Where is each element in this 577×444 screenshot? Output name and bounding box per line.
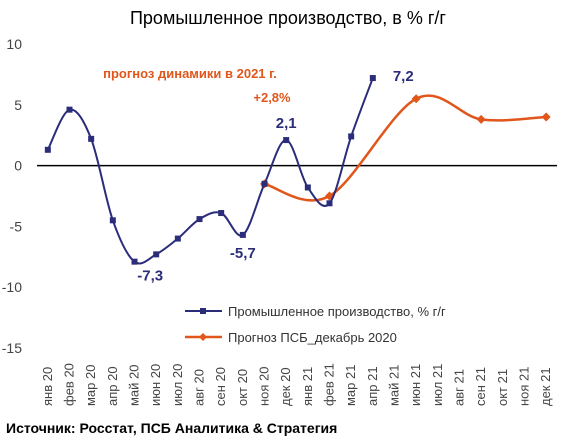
data-label: -7,3: [137, 267, 163, 284]
legend-marker-forecast: [199, 333, 207, 341]
x-tick-label: янв 21: [300, 367, 315, 406]
x-tick-label: дек 21: [538, 367, 553, 406]
x-tick-label: ноя 21: [517, 366, 532, 406]
data-point-forecast: [476, 114, 486, 124]
data-point-actual: [174, 235, 181, 242]
data-point-actual: [44, 146, 51, 153]
source-note: Источник: Росстат, ПСБ Аналитика & Страт…: [6, 420, 337, 436]
data-labels: 2,1 -7,3 -5,7 7,2: [137, 68, 413, 284]
legend-label-actual: Промышленное производство, % г/г: [228, 304, 446, 319]
chart-title: Промышленное производство, в % г/г: [130, 8, 446, 28]
data-point-actual: [196, 216, 203, 223]
x-tick-label: апр 21: [365, 366, 380, 406]
x-axis: янв 20 фев 20 мар 20 апр 20 май 20 июн 20 июл …: [40, 363, 553, 406]
data-point-actual: [326, 200, 333, 207]
x-tick-label: окт 20: [235, 369, 250, 406]
legend-label-forecast: Прогноз ПСБ_декабрь 2020: [228, 330, 397, 345]
annotation-line-2: +2,8%: [253, 90, 291, 105]
data-point-actual: [348, 133, 355, 140]
data-point-actual: [369, 75, 376, 82]
x-tick-label: авг 21: [452, 369, 467, 406]
data-label: -5,7: [230, 245, 256, 262]
x-tick-label: май 20: [127, 364, 142, 406]
x-tick-label: июн 20: [148, 364, 163, 406]
x-tick-label: окт 21: [495, 369, 510, 406]
x-tick-label: янв 20: [40, 367, 55, 406]
legend-entry-actual: Промышленное производство, % г/г: [185, 304, 446, 319]
data-point-actual: [218, 210, 225, 217]
data-point-actual: [131, 258, 138, 265]
data-point-actual: [304, 184, 311, 191]
y-tick-label: -5: [10, 218, 23, 234]
series-line-actual: [46, 77, 374, 265]
x-tick-label: дек 20: [278, 367, 293, 406]
legend-entry-forecast: Прогноз ПСБ_декабрь 2020: [185, 330, 397, 345]
y-tick-label: 0: [14, 158, 22, 174]
x-tick-label: фев 21: [322, 363, 337, 406]
data-point-actual: [153, 251, 160, 258]
x-tick-label: сен 20: [213, 367, 228, 406]
x-tick-label: мар 21: [343, 365, 358, 406]
data-point-actual: [261, 180, 268, 187]
x-tick-label: ноя 20: [257, 366, 272, 406]
x-tick-label: апр 20: [105, 366, 120, 406]
y-tick-label: 5: [14, 97, 22, 113]
x-tick-label: июл 21: [430, 364, 445, 406]
series-layer: [44, 75, 551, 265]
data-point-forecast: [411, 94, 421, 104]
data-point-actual: [283, 137, 290, 144]
data-point-forecast: [541, 112, 551, 122]
x-tick-label: июн 21: [408, 364, 423, 406]
x-tick-label: фев 20: [62, 363, 77, 406]
x-tick-label: июл 20: [170, 364, 185, 406]
y-axis: 10 5 0 -5 -10 -15: [2, 36, 22, 356]
y-tick-label: -15: [2, 340, 22, 356]
data-label: 2,1: [276, 115, 297, 132]
x-tick-label: мар 20: [83, 365, 98, 406]
x-tick-label: май 21: [387, 364, 402, 406]
data-point-actual: [109, 217, 116, 224]
x-tick-label: сен 21: [473, 367, 488, 406]
forecast-annotation: прогноз динамики в 2021 г. +2,8%: [103, 66, 291, 105]
legend-marker-actual: [200, 308, 206, 314]
data-point-actual: [88, 135, 95, 142]
annotation-line-1: прогноз динамики в 2021 г.: [103, 66, 277, 81]
x-tick-label: авг 20: [192, 369, 207, 406]
y-tick-label: -10: [2, 279, 22, 295]
data-point-actual: [239, 231, 246, 238]
data-point-actual: [66, 106, 73, 113]
y-tick-label: 10: [6, 36, 22, 52]
data-label: 7,2: [393, 68, 414, 85]
legend: Промышленное производство, % г/г Прогноз…: [185, 304, 446, 345]
